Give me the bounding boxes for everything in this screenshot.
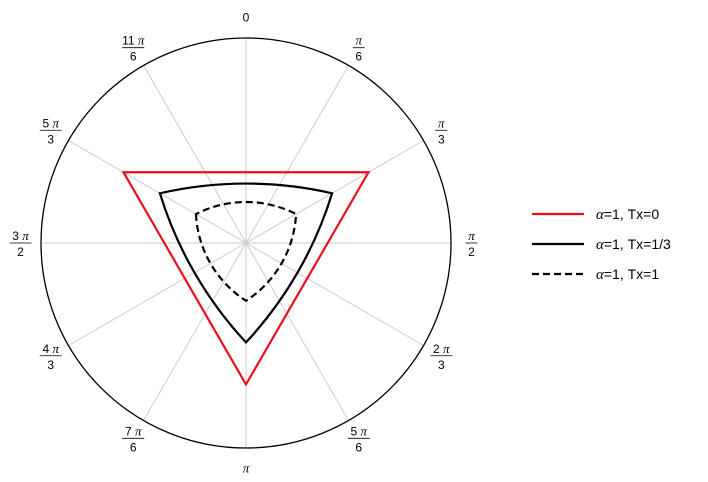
tick-denominator: 6 bbox=[130, 440, 137, 454]
angle-tick-label: 11 π 6 bbox=[122, 33, 145, 64]
tick-numerator: π bbox=[355, 33, 362, 48]
legend-item: α=1, Tx=0 bbox=[532, 206, 659, 223]
legend: α=1, Tx=0 α=1, Tx=1/3 α=1, Tx=1 bbox=[532, 206, 671, 283]
angle-tick-label: 3 π2 bbox=[9, 228, 32, 259]
polar-grid bbox=[40, 37, 452, 449]
angle-tick-label: π6 bbox=[352, 33, 365, 64]
series-3-line bbox=[194, 200, 298, 303]
tick-numerator: 7 π bbox=[125, 423, 142, 438]
angle-tick-label: 7 π6 bbox=[122, 423, 145, 454]
tick-denominator: 2 bbox=[468, 245, 475, 259]
tick-denominator: 6 bbox=[130, 50, 137, 64]
tick-text: π bbox=[243, 461, 250, 476]
angle-tick-label: 0 bbox=[243, 11, 250, 25]
tick-numerator: 3 π bbox=[12, 228, 29, 243]
tick-text: 0 bbox=[243, 11, 250, 25]
legend-label: α=1, Tx=1/3 bbox=[596, 236, 671, 253]
series-2-line bbox=[158, 182, 334, 345]
tick-numerator: 5 π bbox=[42, 115, 59, 130]
tick-denominator: 2 bbox=[17, 245, 24, 259]
angle-tick-label: π bbox=[243, 461, 250, 476]
tick-denominator: 3 bbox=[47, 358, 54, 372]
tick-numerator: 11 π bbox=[122, 33, 145, 48]
series-1-line bbox=[121, 171, 371, 387]
tick-denominator: 6 bbox=[355, 50, 362, 64]
tick-denominator: 6 bbox=[355, 440, 362, 454]
tick-numerator: π bbox=[438, 115, 445, 130]
tick-numerator: 4 π bbox=[42, 341, 59, 356]
angle-tick-label: π2 bbox=[465, 228, 478, 259]
legend-item: α=1, Tx=1/3 bbox=[532, 236, 671, 253]
tick-numerator: 5 π bbox=[350, 423, 367, 438]
legend-label: α=1, Tx=0 bbox=[596, 206, 659, 223]
legend-item: α=1, Tx=1 bbox=[532, 266, 659, 283]
tick-numerator: 2 π bbox=[433, 341, 450, 356]
tick-denominator: 3 bbox=[47, 132, 54, 146]
angle-tick-label: 5 π3 bbox=[39, 115, 62, 146]
angle-tick-label: π3 bbox=[435, 115, 448, 146]
tick-denominator: 3 bbox=[438, 132, 445, 146]
angle-tick-label: 5 π6 bbox=[347, 423, 370, 454]
tick-numerator: π bbox=[468, 228, 475, 243]
angle-tick-label: 4 π3 bbox=[39, 341, 62, 372]
angle-tick-label: 2 π3 bbox=[430, 341, 453, 372]
polar-frame bbox=[40, 37, 452, 449]
legend-label: α=1, Tx=1 bbox=[596, 266, 659, 283]
series-layer bbox=[121, 171, 371, 387]
tick-denominator: 3 bbox=[438, 358, 445, 372]
grid-spoke bbox=[143, 65, 349, 421]
